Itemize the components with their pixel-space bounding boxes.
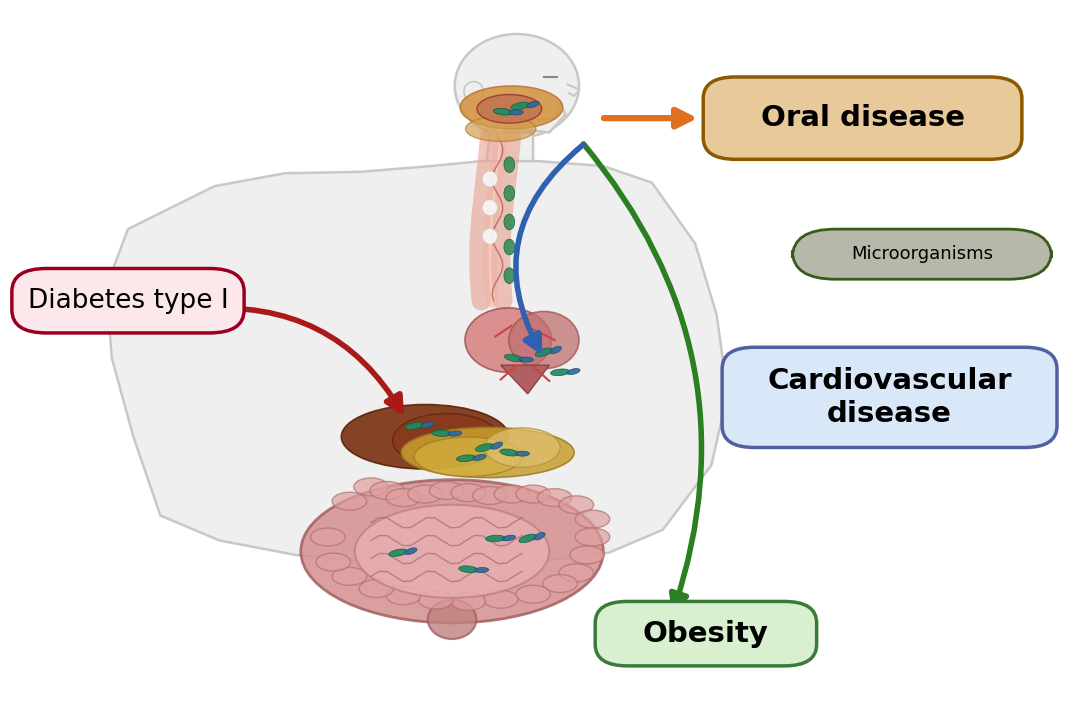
Ellipse shape — [559, 496, 594, 514]
Ellipse shape — [456, 455, 476, 462]
Ellipse shape — [559, 564, 594, 581]
Polygon shape — [501, 365, 550, 394]
Ellipse shape — [461, 86, 563, 129]
Ellipse shape — [459, 566, 478, 573]
Ellipse shape — [389, 549, 408, 556]
Ellipse shape — [504, 157, 515, 173]
Text: Diabetes type I: Diabetes type I — [27, 288, 229, 314]
Ellipse shape — [527, 101, 539, 108]
Ellipse shape — [386, 489, 421, 507]
Ellipse shape — [431, 430, 451, 437]
FancyBboxPatch shape — [12, 268, 244, 333]
Ellipse shape — [465, 308, 552, 372]
Ellipse shape — [315, 553, 350, 571]
Ellipse shape — [551, 369, 570, 376]
FancyBboxPatch shape — [792, 229, 1051, 279]
Ellipse shape — [576, 528, 610, 546]
Ellipse shape — [483, 590, 518, 609]
Ellipse shape — [502, 535, 516, 541]
Ellipse shape — [401, 427, 575, 478]
Ellipse shape — [341, 405, 508, 469]
Ellipse shape — [493, 108, 513, 115]
Ellipse shape — [428, 600, 476, 639]
Ellipse shape — [408, 485, 442, 503]
Ellipse shape — [464, 82, 483, 102]
Ellipse shape — [429, 481, 464, 500]
Polygon shape — [487, 132, 533, 168]
Ellipse shape — [516, 586, 551, 603]
Ellipse shape — [482, 228, 498, 244]
Ellipse shape — [301, 480, 604, 623]
Ellipse shape — [370, 481, 404, 500]
Ellipse shape — [504, 185, 515, 201]
Ellipse shape — [508, 311, 579, 369]
Ellipse shape — [570, 546, 605, 564]
Ellipse shape — [448, 431, 462, 436]
Ellipse shape — [332, 567, 366, 586]
Ellipse shape — [535, 348, 553, 357]
Ellipse shape — [519, 534, 537, 543]
Ellipse shape — [476, 443, 493, 452]
Ellipse shape — [494, 485, 529, 503]
Ellipse shape — [511, 102, 529, 110]
Ellipse shape — [455, 34, 579, 137]
FancyBboxPatch shape — [704, 77, 1022, 160]
Ellipse shape — [386, 587, 421, 604]
Ellipse shape — [533, 533, 545, 540]
Ellipse shape — [516, 485, 551, 503]
Ellipse shape — [353, 478, 388, 495]
Ellipse shape — [509, 110, 524, 115]
Text: Oral disease: Oral disease — [761, 104, 965, 132]
Ellipse shape — [451, 593, 486, 610]
Ellipse shape — [491, 442, 503, 449]
Ellipse shape — [504, 214, 515, 230]
Ellipse shape — [451, 484, 486, 501]
Ellipse shape — [486, 535, 505, 542]
Ellipse shape — [414, 437, 522, 477]
Ellipse shape — [473, 455, 486, 460]
Ellipse shape — [404, 422, 424, 430]
Ellipse shape — [515, 451, 529, 456]
Ellipse shape — [359, 580, 393, 597]
Ellipse shape — [504, 268, 515, 284]
Ellipse shape — [504, 354, 522, 362]
FancyBboxPatch shape — [595, 601, 816, 666]
Ellipse shape — [477, 95, 542, 123]
Ellipse shape — [475, 568, 489, 573]
Ellipse shape — [465, 117, 535, 142]
Ellipse shape — [519, 357, 533, 362]
Ellipse shape — [418, 591, 453, 609]
Ellipse shape — [354, 505, 550, 598]
Ellipse shape — [392, 414, 501, 468]
Text: Cardiovascular
disease: Cardiovascular disease — [767, 367, 1011, 427]
Ellipse shape — [482, 200, 498, 216]
Text: Microorganisms: Microorganisms — [851, 245, 993, 263]
Polygon shape — [106, 161, 727, 566]
Ellipse shape — [567, 369, 580, 374]
Text: Obesity: Obesity — [643, 619, 769, 648]
Ellipse shape — [504, 239, 515, 255]
Ellipse shape — [310, 528, 345, 546]
Ellipse shape — [550, 347, 562, 354]
Ellipse shape — [485, 428, 560, 468]
FancyBboxPatch shape — [722, 347, 1057, 448]
Ellipse shape — [482, 171, 498, 187]
Polygon shape — [517, 104, 566, 132]
Ellipse shape — [543, 574, 578, 593]
Ellipse shape — [473, 487, 507, 504]
Ellipse shape — [538, 489, 572, 507]
Ellipse shape — [404, 548, 417, 555]
Ellipse shape — [332, 493, 366, 510]
Ellipse shape — [500, 449, 519, 456]
Ellipse shape — [576, 510, 610, 528]
Ellipse shape — [421, 422, 434, 428]
